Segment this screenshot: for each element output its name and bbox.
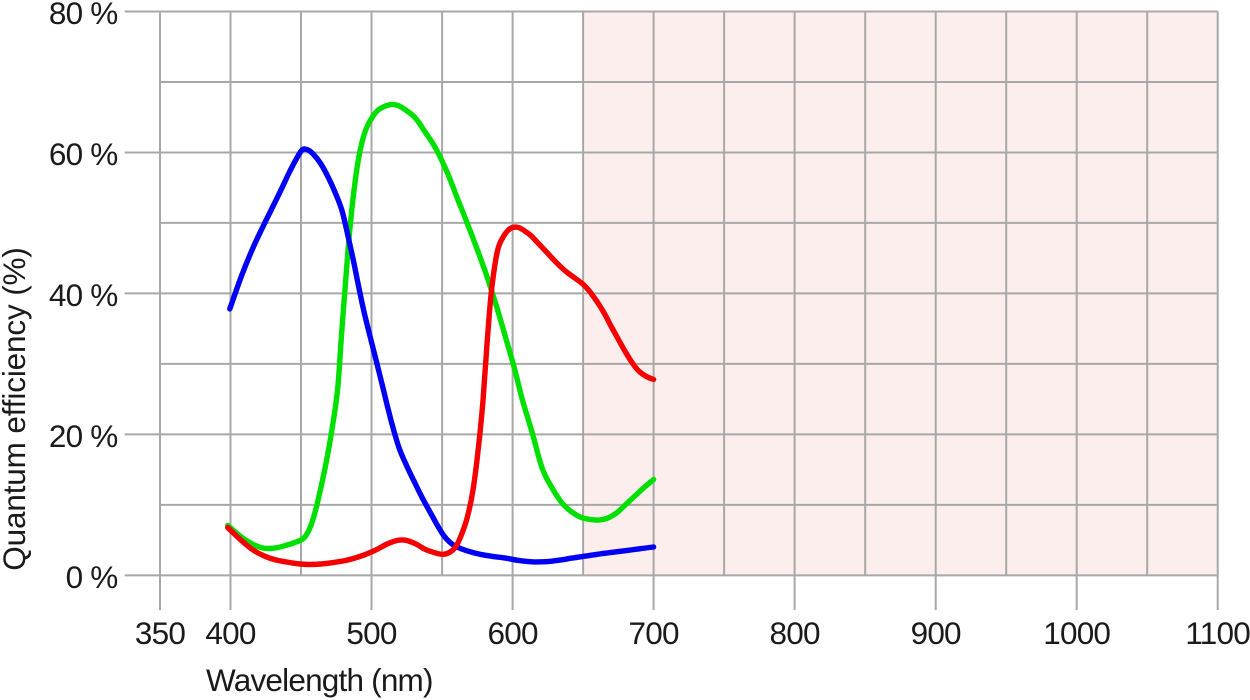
svg-text:1000: 1000 [1043, 615, 1110, 651]
svg-text:700: 700 [629, 615, 679, 651]
svg-text:400: 400 [205, 615, 255, 651]
svg-text:80 %: 80 % [49, 0, 118, 31]
svg-text:Wavelength (nm): Wavelength (nm) [206, 662, 433, 698]
svg-text:Quantum efficiency (%): Quantum efficiency (%) [0, 247, 32, 571]
svg-text:350: 350 [135, 615, 185, 651]
svg-text:500: 500 [346, 615, 396, 651]
svg-text:20 %: 20 % [49, 418, 118, 454]
svg-text:60 %: 60 % [49, 136, 118, 172]
svg-text:900: 900 [911, 615, 961, 651]
svg-text:1100: 1100 [1185, 615, 1250, 651]
svg-text:800: 800 [770, 615, 820, 651]
svg-text:40 %: 40 % [49, 277, 118, 313]
svg-text:0 %: 0 % [66, 559, 118, 595]
svg-text:600: 600 [488, 615, 538, 651]
